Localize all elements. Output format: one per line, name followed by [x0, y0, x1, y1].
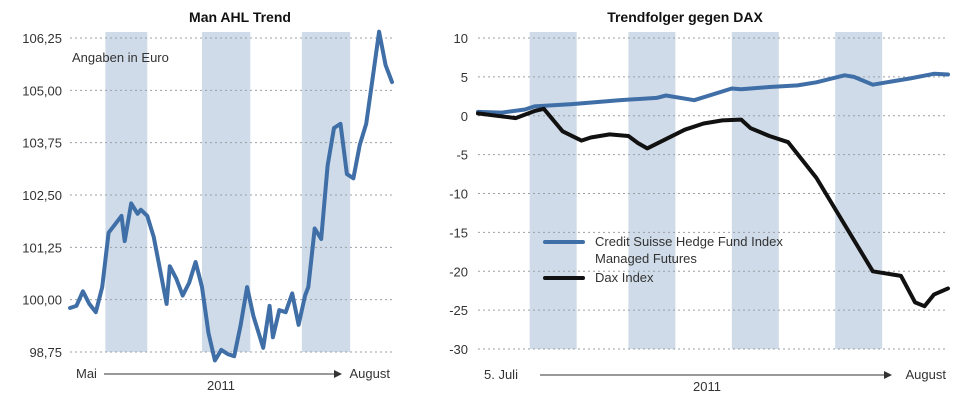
shaded-band — [529, 32, 577, 349]
x-year-label: 2011 — [207, 378, 235, 393]
y-tick-label: 10 — [454, 31, 468, 46]
chart-2: 10 5 0 -5 -10 -15 -20 -25 -30 Trendfolger gegen D… — [449, 9, 950, 394]
y-tick-label: 100,00 — [22, 293, 62, 308]
y-tick-label: -25 — [449, 303, 468, 318]
shaded-band — [628, 32, 676, 349]
y-tick-label: 102,50 — [22, 188, 62, 203]
legend-label: Dax Index — [595, 270, 654, 285]
x-year-label: 2011 — [693, 379, 721, 394]
y-tick-label: -5 — [456, 148, 468, 163]
y-tick-label: -20 — [449, 264, 468, 279]
y-tick-label: -10 — [449, 187, 468, 202]
y-tick-label: 98,75 — [29, 345, 62, 360]
y-tick-label: 0 — [461, 109, 468, 124]
y-tick-label: -15 — [449, 225, 468, 240]
chart-title: Man AHL Trend — [189, 9, 291, 25]
shaded-band — [105, 32, 148, 352]
y-tick-label: 105,00 — [22, 83, 62, 98]
x-start-label: Mai — [76, 366, 97, 381]
shaded-band — [731, 32, 779, 349]
y-tick-label: 101,25 — [22, 240, 62, 255]
y-tick-label: 103,75 — [22, 136, 62, 151]
series-line-main — [68, 29, 394, 363]
x-end-label: August — [350, 366, 391, 381]
x-end-label: August — [906, 367, 947, 382]
chart-title: Trendfolger gegen DAX — [607, 9, 763, 25]
y-tick-label: 5 — [461, 70, 468, 85]
chart-1: 106,25 105,00 103,75 102,50 101,25 100,00 98,7… — [22, 9, 394, 393]
x-start-label: 5. Juli — [484, 367, 518, 382]
series-line-credit — [476, 71, 950, 115]
x-axis-arrow-head — [884, 371, 892, 379]
legend-label: Credit Suisse Hedge Fund Index Managed Fu… — [595, 234, 783, 266]
y-tick-label: -30 — [449, 342, 468, 357]
shaded-band — [202, 32, 251, 352]
x-axis-arrow-head — [334, 370, 342, 378]
series-line-dax — [476, 106, 950, 309]
unit-note: Angaben in Euro — [72, 50, 169, 65]
legend: Credit Suisse Hedge Fund Index Managed Fu… — [543, 234, 783, 285]
y-tick-label: 106,25 — [22, 31, 62, 46]
